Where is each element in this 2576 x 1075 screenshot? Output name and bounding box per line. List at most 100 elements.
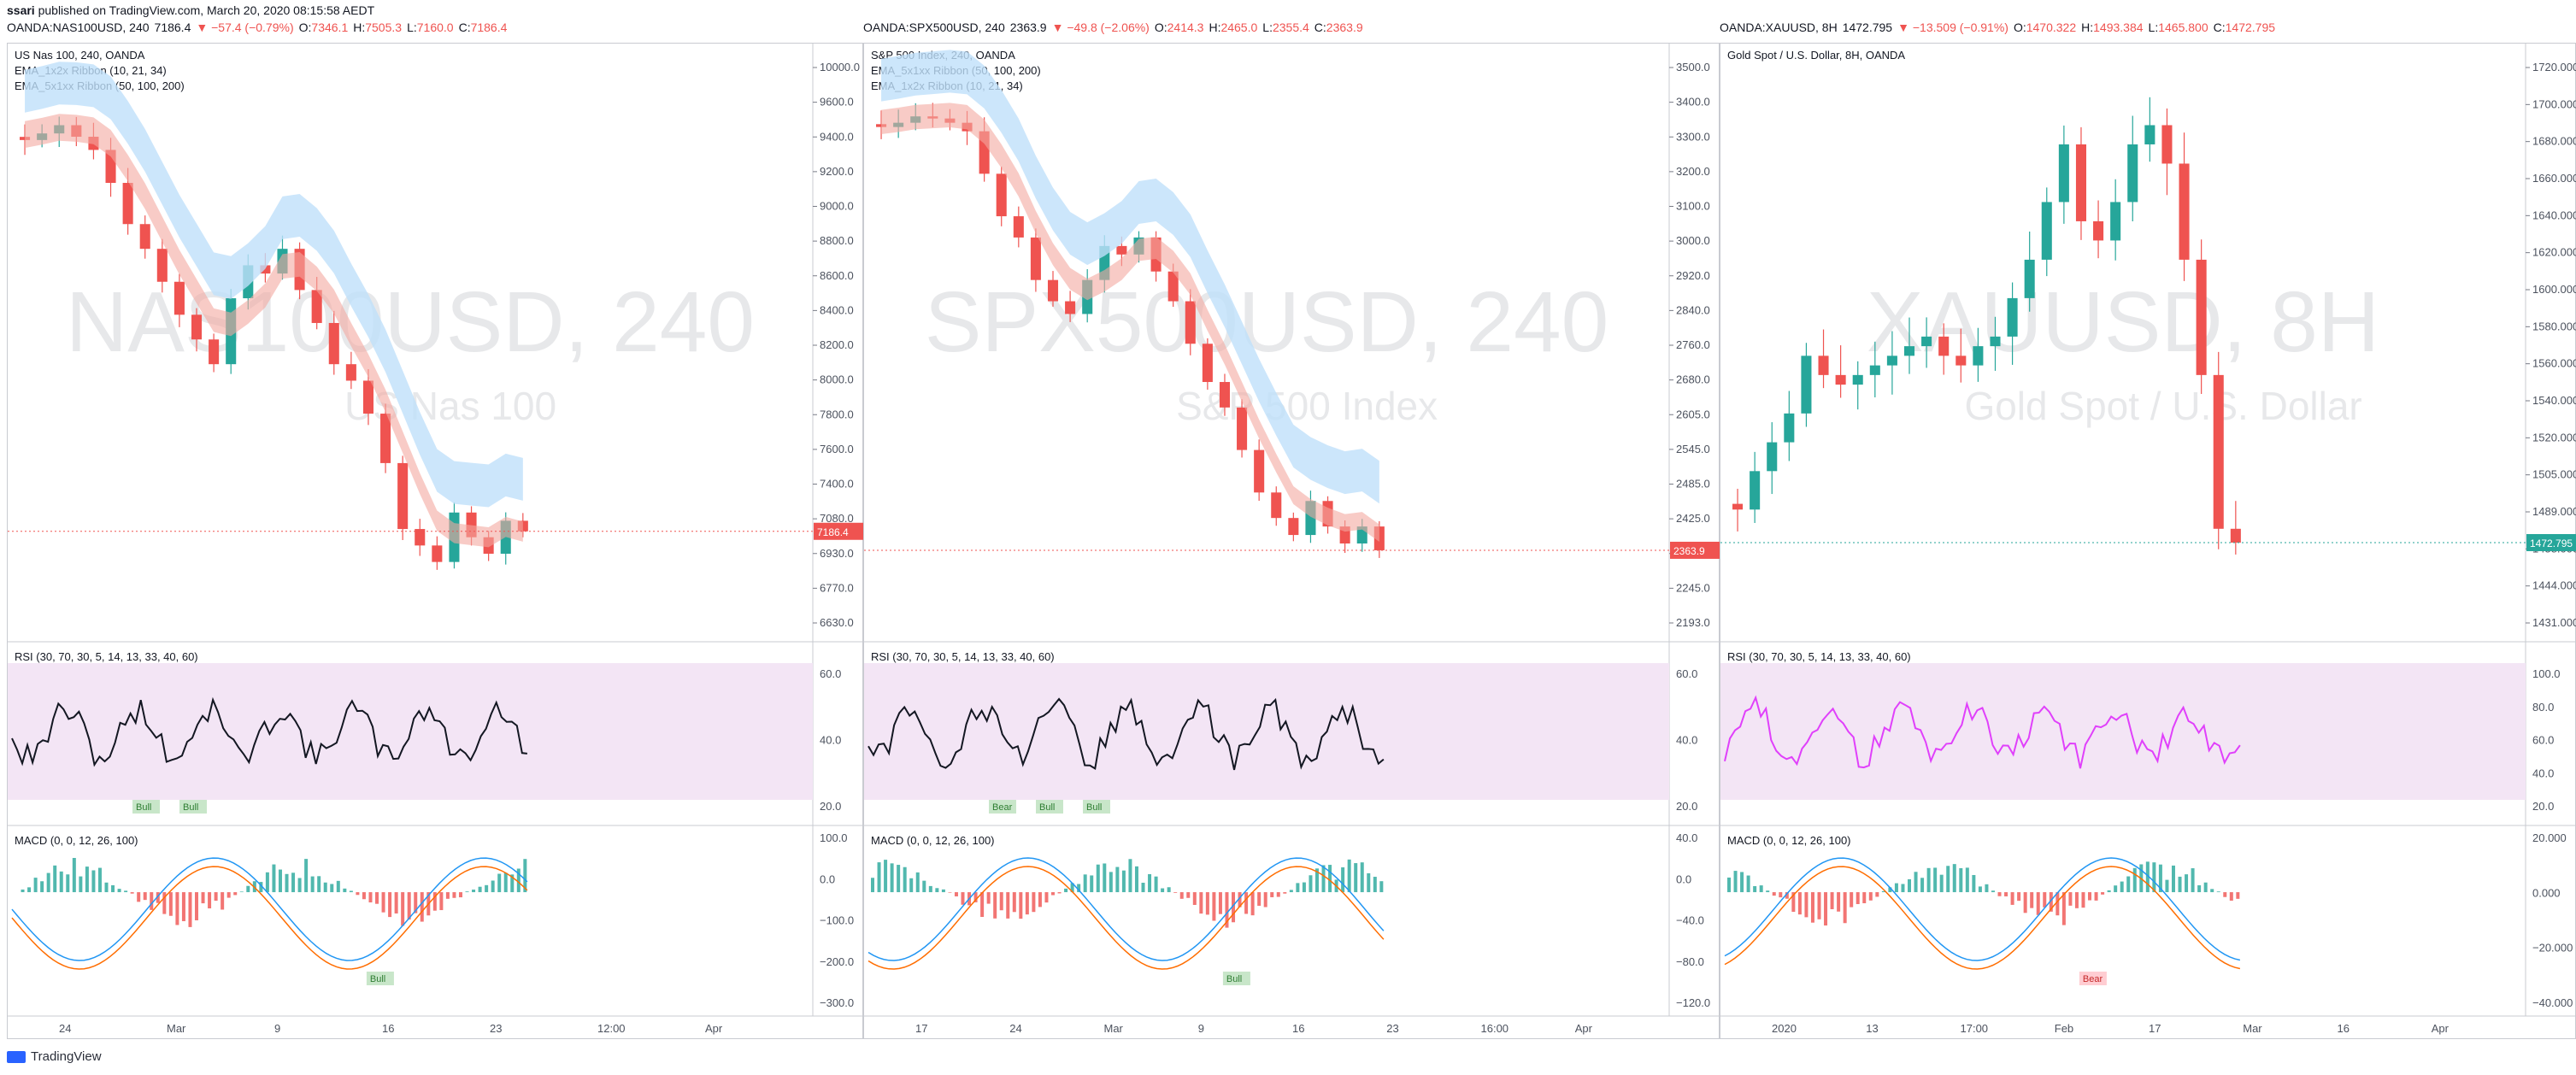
low-value: 2355.4 [1272, 21, 1309, 34]
candle-body [380, 414, 391, 463]
macd-bar [2107, 890, 2111, 893]
macd-bar [1888, 887, 1892, 893]
rsi-tag-bg [1083, 800, 1110, 814]
rsi-title: RSI (30, 70, 30, 5, 14, 13, 33, 40, 60) [15, 650, 198, 663]
rsi-tag-bg [989, 800, 1016, 814]
macd-bar [1083, 874, 1087, 893]
rsi-line [867, 697, 1385, 771]
macd-bar [226, 892, 231, 898]
macd-bar [903, 866, 907, 893]
macd-bar [1270, 892, 1274, 897]
price-tick-label: 2605.0 [1676, 408, 1710, 420]
candle-body [1921, 336, 1932, 347]
macd-bar [1212, 892, 1216, 921]
macd-bar [2216, 891, 2220, 893]
macd-bar [458, 892, 462, 898]
watermark-subtitle: S&P 500 Index [1176, 384, 1438, 428]
macd-bar [1012, 892, 1016, 913]
close-value: 2363.9 [1326, 21, 1363, 34]
price-tick-label: 7600.0 [820, 443, 854, 455]
macd-bar [1926, 867, 1931, 893]
candle-body [1202, 344, 1213, 383]
macd-bar [265, 872, 269, 893]
macd-bar [1862, 892, 1867, 903]
time-tick-label: 12:00 [597, 1022, 626, 1035]
price-tick-label: 1444.000 [2532, 579, 2576, 592]
high-value: 1493.384 [2093, 21, 2144, 34]
price-tick-label: 3400.0 [1676, 96, 1710, 109]
macd-bar [143, 892, 147, 901]
macd-bar [1244, 892, 1249, 914]
macd-bar [523, 859, 527, 893]
watermark: SPX500USD, 240 [925, 274, 1609, 370]
time-tick-label: 2020 [1772, 1022, 1797, 1035]
macd-bar [246, 885, 250, 893]
time-tick-label: 24 [59, 1022, 71, 1035]
macd-bar [349, 890, 353, 893]
macd-bar [168, 892, 173, 916]
candle-body [1732, 503, 1744, 510]
candle-body [2196, 259, 2207, 375]
chart-panel-3[interactable]: XAUUSD, 8H Gold Spot / U.S. Dollar Gold Sp… [1720, 43, 2576, 1039]
price-tick-label: 1640.000 [2532, 209, 2576, 221]
macd-bar [877, 862, 881, 893]
high-label: H: [2081, 21, 2094, 34]
macd-bar [162, 892, 167, 914]
candle-body [1818, 355, 1829, 375]
price-tick-label: 8400.0 [820, 303, 854, 316]
macd-bar [414, 892, 418, 913]
macd-tick-label: 0.0 [820, 872, 835, 885]
macd-bar [2023, 892, 2027, 913]
macd-bar [1959, 867, 1963, 893]
macd-bar [954, 892, 958, 896]
macd-bar [195, 892, 199, 920]
low-value: 7160.0 [416, 21, 454, 34]
candle-body [1801, 355, 1812, 414]
change: ▼ −57.4 (−0.79%) [196, 21, 294, 34]
high-value: 2465.0 [1220, 21, 1258, 34]
candle-body [2179, 163, 2190, 260]
macd-bar [2004, 892, 2008, 896]
macd-tick-label: −40.000 [2532, 996, 2573, 1009]
macd-bar [239, 891, 244, 893]
chart-panel-1[interactable]: NAS100USD, 240 US Nas 100 US Nas 100, 240,… [7, 43, 864, 1039]
price-tick-label: 2680.0 [1676, 373, 1710, 386]
macd-bar [53, 865, 57, 893]
macd-bar [1218, 892, 1222, 914]
macd-bar [1044, 892, 1049, 903]
rsi-tick-label: 40.0 [820, 734, 841, 747]
macd-bar [291, 872, 296, 893]
rsi-tag-bg [132, 800, 160, 814]
macd-bar [485, 884, 489, 893]
time-tick-label: 17 [915, 1022, 927, 1035]
rsi-band [1720, 663, 2526, 800]
macd-bar [2056, 892, 2060, 916]
price-tick-label: 2840.0 [1676, 303, 1710, 316]
candle-body [362, 380, 373, 414]
candle-body [1047, 279, 1059, 302]
time-tick-label: 17 [2149, 1022, 2161, 1035]
candle-body [260, 265, 271, 274]
candle-body [397, 462, 409, 530]
macd-bar [1753, 885, 1757, 893]
rsi-band [864, 663, 1669, 800]
macd-bar [2049, 892, 2053, 912]
macd-bar [2081, 892, 2085, 908]
macd-bar [2171, 865, 2175, 893]
macd-bar [97, 867, 102, 893]
high-label: H: [353, 21, 366, 34]
macd-bar [2043, 892, 2047, 908]
price-tick-label: 1540.000 [2532, 394, 2576, 407]
candle-body [415, 529, 426, 546]
price-tick-label: 1720.000 [2532, 61, 2576, 73]
brand-label: TradingView [31, 1049, 102, 1064]
macd-bar [259, 882, 263, 893]
time-tick-label: 16:00 [1481, 1022, 1509, 1035]
candle-body [122, 183, 133, 225]
candle-body [1784, 413, 1795, 443]
rsi-tick-label: 40.0 [2532, 767, 2554, 779]
macd-bar [1347, 859, 1351, 893]
open-value: 2414.3 [1167, 21, 1204, 34]
macd-bar [890, 863, 894, 893]
